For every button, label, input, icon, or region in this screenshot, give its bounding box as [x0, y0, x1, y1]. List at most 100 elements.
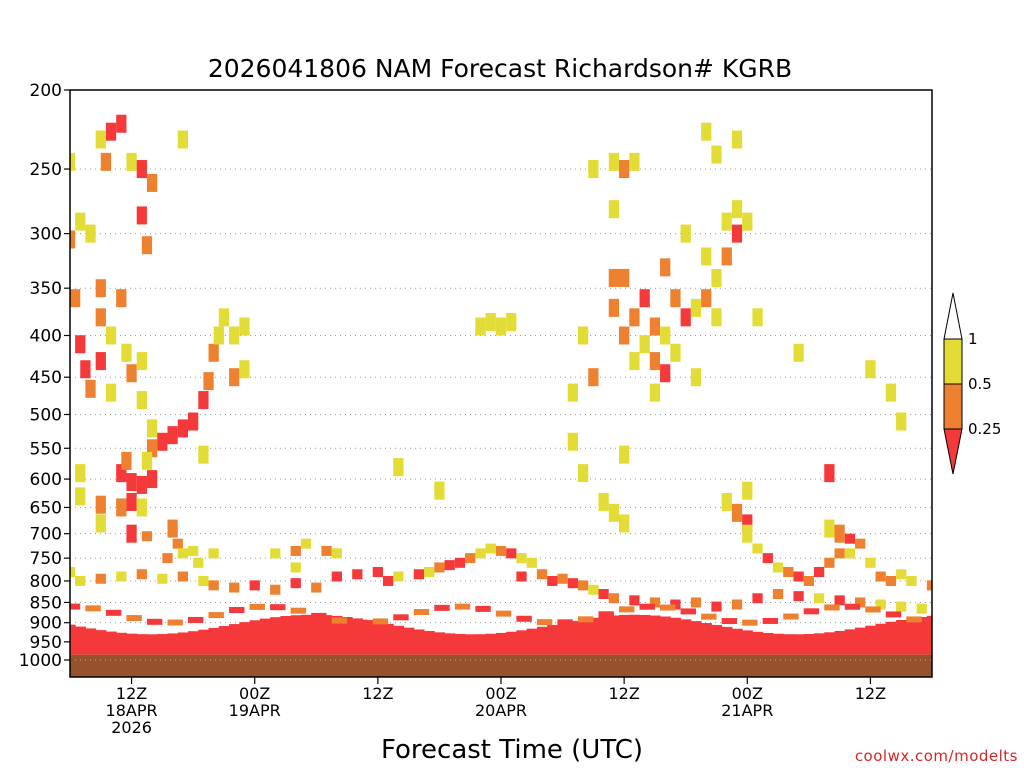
heatmap-cell — [731, 200, 743, 219]
x-tick-label: 19APR — [229, 701, 281, 720]
heatmap-cell — [660, 616, 671, 655]
heatmap-cell — [608, 593, 620, 604]
heatmap-cell — [690, 368, 702, 387]
heatmap-cell — [95, 130, 106, 149]
heatmap-cell — [721, 212, 732, 231]
heatmap-cell — [465, 634, 476, 655]
heatmap-cell — [136, 352, 147, 371]
heatmap-cell — [116, 571, 127, 582]
heatmap-cell — [229, 326, 240, 345]
x-tick-label: 00Z — [485, 684, 516, 703]
heatmap-cell — [321, 615, 333, 655]
heatmap-cell — [875, 623, 887, 655]
heatmap-cell — [577, 326, 589, 345]
heatmap-cell — [249, 620, 261, 655]
y-tick-label: 600 — [30, 470, 62, 490]
heatmap-cell — [70, 624, 76, 655]
heatmap-cell — [382, 623, 394, 655]
heatmap-cell — [629, 614, 641, 655]
heatmap-cell — [270, 548, 281, 559]
heatmap-cell — [239, 622, 251, 655]
heatmap-cell — [146, 634, 158, 655]
heatmap-cell — [629, 352, 640, 371]
heatmap-cell — [536, 619, 553, 626]
heatmap-cell — [290, 545, 301, 556]
heatmap-cell — [875, 571, 886, 582]
colorbar-segment — [943, 383, 963, 430]
heatmap-cell — [608, 615, 620, 655]
heatmap-cell — [116, 289, 127, 308]
heatmap-cell — [742, 514, 753, 533]
heatmap-cell — [608, 152, 620, 171]
heatmap-cell — [424, 567, 435, 578]
heatmap-cell — [141, 531, 153, 542]
heatmap-cell — [126, 492, 137, 511]
heatmap-cell — [772, 562, 784, 573]
heatmap-cell — [85, 605, 101, 612]
heatmap-cell — [670, 343, 681, 362]
heatmap-cell — [352, 618, 363, 655]
heatmap-cell — [721, 247, 732, 266]
heatmap-cell — [670, 289, 681, 308]
heatmap-cell — [875, 599, 886, 610]
heatmap-cell — [516, 571, 527, 582]
heatmap-cell — [772, 633, 784, 655]
heatmap-cell — [208, 548, 219, 559]
heatmap-cell — [141, 236, 153, 255]
heatmap-cell — [495, 545, 507, 556]
heatmap-cell — [177, 632, 189, 655]
heatmap-cell — [547, 575, 558, 586]
heatmap-cell — [95, 630, 107, 655]
heatmap-cell — [906, 575, 917, 586]
heatmap-cell — [188, 412, 199, 431]
heatmap-cell — [157, 634, 168, 655]
heatmap-cell — [454, 557, 466, 568]
heatmap-cell — [70, 230, 76, 249]
heatmap-cell — [701, 623, 712, 655]
heatmap-cell — [167, 619, 183, 626]
colorbar-label: 0.5 — [968, 375, 992, 393]
heatmap-cell — [475, 317, 486, 336]
heatmap-cell — [229, 582, 240, 593]
heatmap-cell — [270, 617, 281, 655]
heatmap-cell — [526, 628, 538, 655]
y-tick-label: 300 — [30, 225, 62, 245]
heatmap-cell — [393, 625, 405, 655]
heatmap-cell — [126, 473, 137, 492]
heatmap-cell — [916, 603, 927, 614]
heatmap-cell — [475, 634, 487, 655]
heatmap-cell — [885, 575, 897, 586]
heatmap-cell — [249, 580, 260, 591]
heatmap-cell — [577, 580, 589, 591]
heatmap-cell — [434, 632, 446, 655]
heatmap-cell — [105, 122, 117, 141]
heatmap-cell — [855, 597, 866, 608]
heatmap-cell — [213, 326, 224, 345]
x-axis-label: Forecast Time (UTC) — [381, 735, 643, 765]
heatmap-cell — [157, 432, 168, 451]
heatmap-cell — [75, 575, 86, 586]
heatmap-cell — [203, 372, 214, 391]
heatmap-cell — [75, 626, 86, 655]
heatmap-cell — [690, 621, 702, 655]
heatmap-cell — [506, 312, 517, 331]
heatmap-cell — [198, 445, 209, 464]
colorbar-segment — [943, 338, 963, 385]
heatmap-cell — [547, 624, 558, 655]
heatmap-cell — [136, 391, 147, 410]
heatmap-cell — [218, 308, 230, 327]
heatmap-cell — [95, 495, 106, 514]
heatmap-cell — [393, 571, 404, 582]
heatmap-cell — [721, 626, 733, 655]
heatmap-cell — [146, 419, 158, 438]
heatmap-cell — [413, 629, 425, 655]
heatmap-cell — [619, 606, 635, 613]
heatmap-cell — [208, 343, 219, 362]
heatmap-cell — [824, 464, 835, 483]
heatmap-cell — [146, 173, 158, 192]
heatmap-cell — [813, 593, 825, 604]
heatmap-cell — [321, 545, 332, 556]
heatmap-cell — [588, 160, 599, 179]
heatmap-cell — [824, 604, 840, 611]
